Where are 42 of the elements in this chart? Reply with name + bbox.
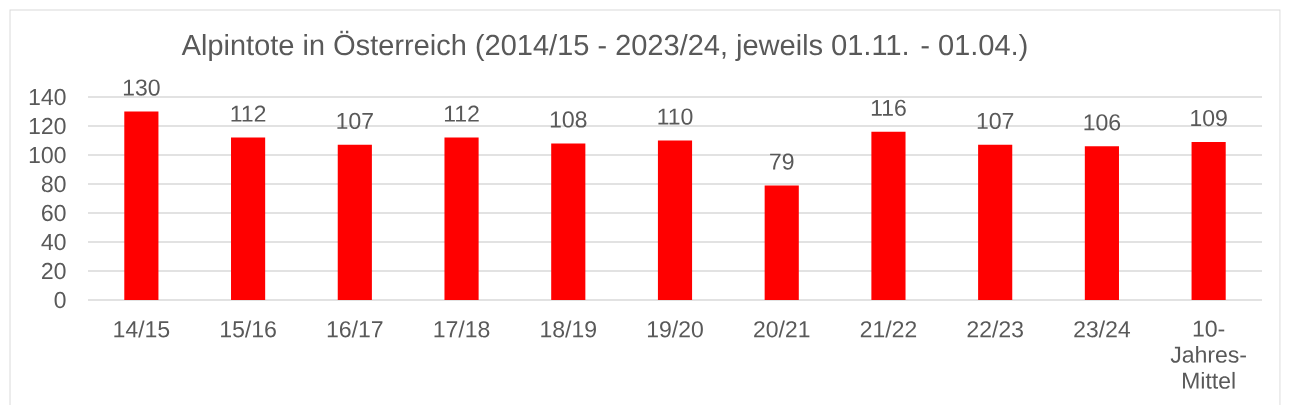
- x-tick-label: 10-Jahres-Mittel: [1170, 320, 1246, 389]
- y-tick-label: 40: [41, 233, 66, 251]
- x-tick-label: 14/15: [114, 320, 170, 338]
- y-tick-label: 140: [29, 88, 66, 106]
- x-tick-label: 23/24: [1074, 320, 1131, 338]
- bar: [444, 137, 479, 300]
- y-tick-label: 0: [54, 291, 66, 309]
- x-tick-label: 20/21: [754, 320, 810, 338]
- x-tick-label: 21/22: [860, 320, 917, 338]
- x-tick-label: 15/16: [221, 320, 276, 338]
- data-label: 109: [1191, 109, 1227, 127]
- bar: [337, 144, 372, 300]
- y-tick-label: 100: [29, 146, 66, 164]
- x-tick-label: 18/19: [541, 320, 596, 338]
- bar: [978, 144, 1013, 300]
- bar: [764, 185, 799, 300]
- bar: [871, 131, 906, 300]
- y-tick-label: 80: [41, 175, 66, 193]
- bar: [231, 137, 266, 300]
- bar: [124, 111, 159, 300]
- x-tick-label: 22/23: [967, 320, 1023, 338]
- chart-title: Alpintote in Österreich (2014/15 - 2023/24, jeweils 01.11. - 01.04.): [181, 30, 1027, 62]
- x-tick-label: 19/20: [647, 320, 703, 338]
- y-tick-label: 60: [42, 204, 66, 222]
- x-tick-label: 17/18: [434, 320, 490, 338]
- data-label: 112: [444, 105, 479, 122]
- data-label: 110: [658, 108, 693, 125]
- bar: [657, 140, 693, 300]
- bar: [1084, 146, 1119, 300]
- y-tick-label: 120: [29, 117, 66, 135]
- data-label: 130: [123, 79, 160, 96]
- bar: [551, 143, 586, 300]
- data-label: 112: [231, 105, 266, 122]
- data-label: 107: [337, 112, 373, 130]
- data-label: 116: [871, 99, 906, 117]
- data-label: 107: [977, 112, 1014, 130]
- x-tick-label: 16/17: [327, 320, 383, 338]
- y-tick-label: 20: [42, 262, 66, 280]
- data-label: 108: [550, 111, 587, 128]
- bar: [1191, 141, 1226, 300]
- data-label: 106: [1084, 114, 1121, 131]
- data-label: 79: [770, 153, 794, 170]
